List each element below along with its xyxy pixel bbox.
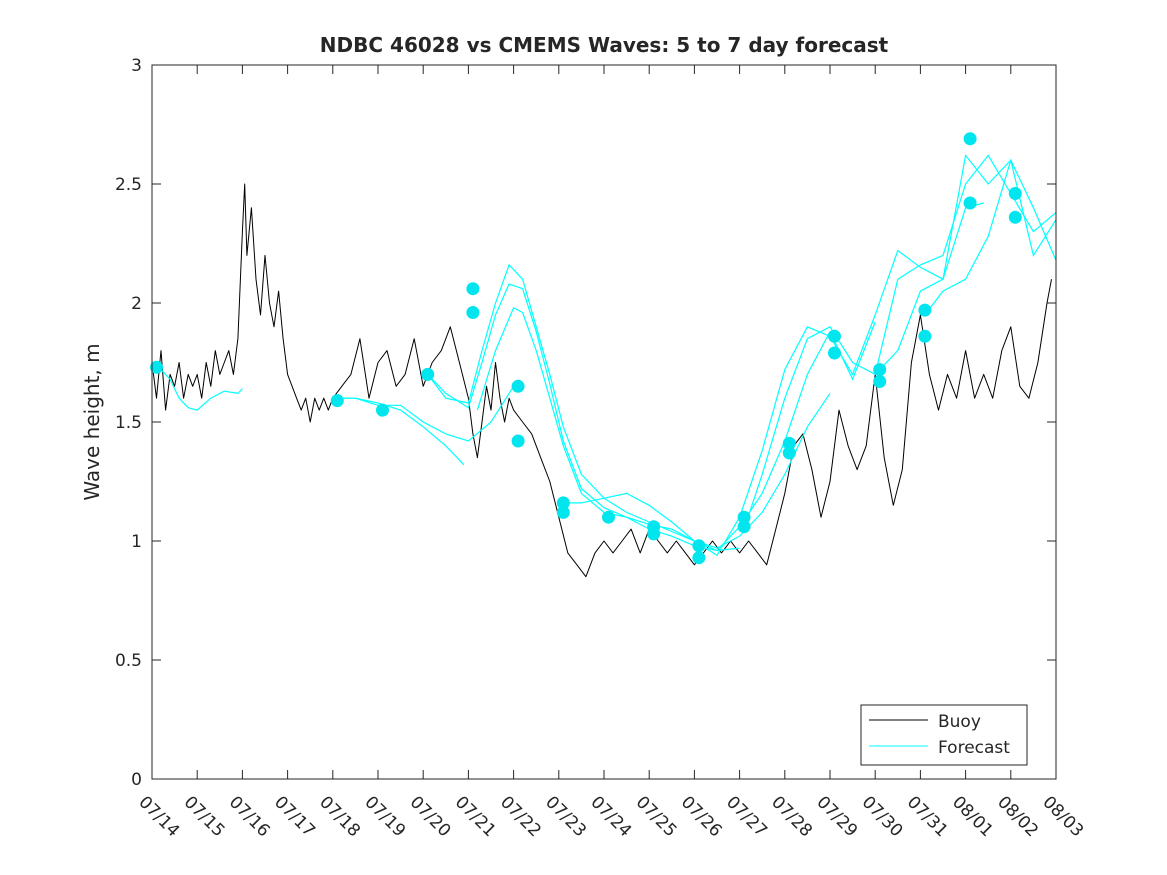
legend: Buoy Forecast <box>860 704 1028 766</box>
forecast-marker <box>511 434 525 448</box>
forecast-marker <box>782 446 796 460</box>
x-tick-labels: 07/1407/1507/1607/1707/1807/1907/2007/21… <box>134 792 1087 841</box>
y-tick-label: 2.5 <box>115 175 142 195</box>
forecast-marker <box>511 379 525 393</box>
x-tick-label: 07/17 <box>270 792 319 841</box>
forecast-marker <box>466 282 480 296</box>
y-tick-label: 2 <box>131 294 142 314</box>
forecast-line-9 <box>924 158 1057 316</box>
x-tick-label: 07/16 <box>225 792 274 841</box>
forecast-marker <box>782 436 796 450</box>
x-tick-label: 07/20 <box>406 792 455 841</box>
x-tick-label: 07/31 <box>903 792 952 841</box>
x-tick-label: 07/28 <box>767 792 816 841</box>
x-tick-label: 07/23 <box>541 792 590 841</box>
x-tick-label: 08/01 <box>948 792 997 841</box>
legend-box <box>860 704 1028 766</box>
forecast-marker <box>873 363 887 377</box>
forecast-line-6 <box>563 202 984 557</box>
forecast-line-0 <box>151 366 243 411</box>
forecast-series <box>151 153 1057 557</box>
forecast-marker <box>737 510 751 524</box>
x-tick-label: 07/26 <box>677 792 726 841</box>
y-axis-label: Wave height, m <box>80 343 104 500</box>
forecast-marker <box>828 329 841 343</box>
y-tick-label: 1 <box>131 532 142 552</box>
forecast-marker <box>466 306 480 319</box>
buoy-line <box>151 183 1052 578</box>
legend-forecast-label: Forecast <box>938 738 1010 758</box>
y-tick-label: 0.5 <box>115 651 142 671</box>
x-tick-label: 07/14 <box>134 792 183 841</box>
forecast-marker <box>737 520 751 534</box>
plot-background <box>152 65 1056 779</box>
x-tick-label: 07/24 <box>586 792 635 841</box>
x-tick-label: 08/03 <box>1038 792 1087 841</box>
forecast-marker <box>692 539 706 553</box>
forecast-markers <box>150 132 1022 565</box>
forecast-marker <box>556 505 570 519</box>
forecast-marker <box>602 510 615 524</box>
forecast-marker <box>692 551 706 565</box>
forecast-marker <box>963 132 977 146</box>
buoy-series <box>151 183 1052 578</box>
forecast-line-7 <box>743 154 1057 530</box>
y-tick-label: 0 <box>131 770 142 790</box>
x-tick-label: 07/29 <box>812 792 861 841</box>
x-tick-label: 07/18 <box>315 792 364 841</box>
forecast-marker <box>1008 210 1022 224</box>
forecast-marker <box>1008 187 1022 200</box>
legend-buoy-label: Buoy <box>938 712 981 732</box>
x-tick-label: 07/22 <box>496 792 545 841</box>
forecast-line-8 <box>879 153 1057 371</box>
x-tick-label: 08/02 <box>993 792 1042 841</box>
forecast-line-2 <box>337 385 515 442</box>
forecast-marker <box>556 496 570 510</box>
y-tick-label: 1.5 <box>115 413 142 433</box>
forecast-marker <box>647 527 661 541</box>
forecast-marker <box>330 394 344 408</box>
axis-ticks <box>151 64 1057 780</box>
y-tick-labels: 0 0.5 1 1.5 2 2.5 3 <box>115 56 142 790</box>
forecast-marker <box>963 196 977 210</box>
chart-title: NDBC 46028 vs CMEMS Waves: 5 to 7 day fo… <box>320 33 889 57</box>
forecast-marker <box>421 367 435 381</box>
forecast-marker <box>918 303 932 317</box>
x-tick-label: 07/15 <box>180 792 229 841</box>
forecast-marker <box>828 346 841 360</box>
x-tick-label: 07/30 <box>858 792 907 841</box>
forecast-marker <box>873 375 887 388</box>
forecast-marker <box>918 329 932 343</box>
forecast-line-3 <box>427 283 740 552</box>
x-tick-label: 07/19 <box>360 792 409 841</box>
y-tick-label: 3 <box>131 56 142 76</box>
forecast-marker <box>376 403 389 417</box>
x-tick-label: 07/25 <box>632 792 681 841</box>
x-tick-label: 07/27 <box>722 792 771 841</box>
forecast-line-4 <box>427 263 831 549</box>
x-tick-label: 07/21 <box>451 792 500 841</box>
forecast-marker <box>150 360 163 374</box>
